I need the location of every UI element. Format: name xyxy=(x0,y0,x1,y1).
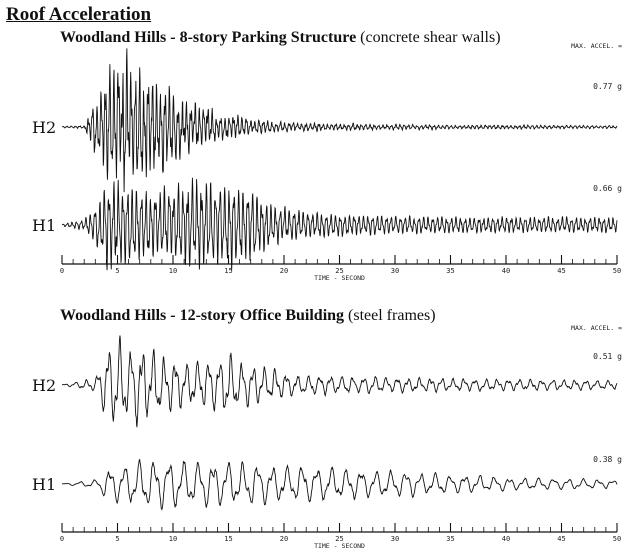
x-tick-label: 10 xyxy=(169,535,177,543)
x-tick-label: 0 xyxy=(60,267,64,275)
trace-label-h2: H2 xyxy=(32,376,56,395)
x-tick-label: 30 xyxy=(391,535,399,543)
x-tick-label: 20 xyxy=(280,535,288,543)
x-tick-label: 5 xyxy=(115,535,119,543)
x-tick-label: 15 xyxy=(224,267,232,275)
max-accel-value-h2: 0.51 g xyxy=(593,352,622,361)
trace-label-h2: H2 xyxy=(32,118,56,137)
x-tick-label: 50 xyxy=(613,267,621,275)
x-tick-label: 40 xyxy=(502,267,510,275)
trace-h1 xyxy=(61,177,618,271)
max-accel-header: MAX. ACCEL. = xyxy=(571,42,622,50)
x-tick-label: 10 xyxy=(169,267,177,275)
x-axis-label: TIME - SECOND xyxy=(314,542,365,549)
x-tick-label: 20 xyxy=(280,267,288,275)
trace-h1 xyxy=(61,458,618,511)
x-tick-label: 25 xyxy=(335,267,343,275)
x-tick-label: 0 xyxy=(60,535,64,543)
trace-label-h1: H1 xyxy=(32,475,56,494)
trace-h2 xyxy=(61,335,618,428)
chart-title-detail: (steel frames) xyxy=(344,307,436,324)
x-axis-label: TIME - SECOND xyxy=(314,274,365,282)
x-tick-label: 30 xyxy=(391,267,399,275)
chart-title-office-building: Woodland Hills - 12-story Office Buildin… xyxy=(60,307,436,325)
max-accel-value-h1: 0.38 g xyxy=(593,455,622,464)
chart-title-bold: Woodland Hills - 12-story Office Buildin… xyxy=(60,307,345,324)
chart-title-detail: (concrete shear walls) xyxy=(356,29,501,46)
x-tick-label: 40 xyxy=(502,535,510,543)
x-tick-label: 35 xyxy=(446,535,454,543)
x-tick-label: 50 xyxy=(613,535,621,543)
x-tick-label: 15 xyxy=(224,535,232,543)
chart-title-parking-structure: Woodland Hills - 8-story Parking Structu… xyxy=(60,29,501,47)
x-tick-label: 5 xyxy=(115,267,119,275)
main-title: Roof Acceleration xyxy=(6,4,152,25)
max-accel-value-h2: 0.77 g xyxy=(593,82,622,91)
trace-label-h1: H1 xyxy=(32,216,56,235)
max-accel-header: MAX. ACCEL. = xyxy=(571,324,622,332)
x-tick-label: 45 xyxy=(557,267,565,275)
x-tick-label: 35 xyxy=(446,267,454,275)
max-accel-value-h1: 0.66 g xyxy=(593,184,622,193)
trace-h2 xyxy=(61,48,618,193)
x-tick-label: 25 xyxy=(335,535,343,543)
chart-title-bold: Woodland Hills - 8-story Parking Structu… xyxy=(60,29,357,46)
x-tick-label: 45 xyxy=(557,535,565,543)
